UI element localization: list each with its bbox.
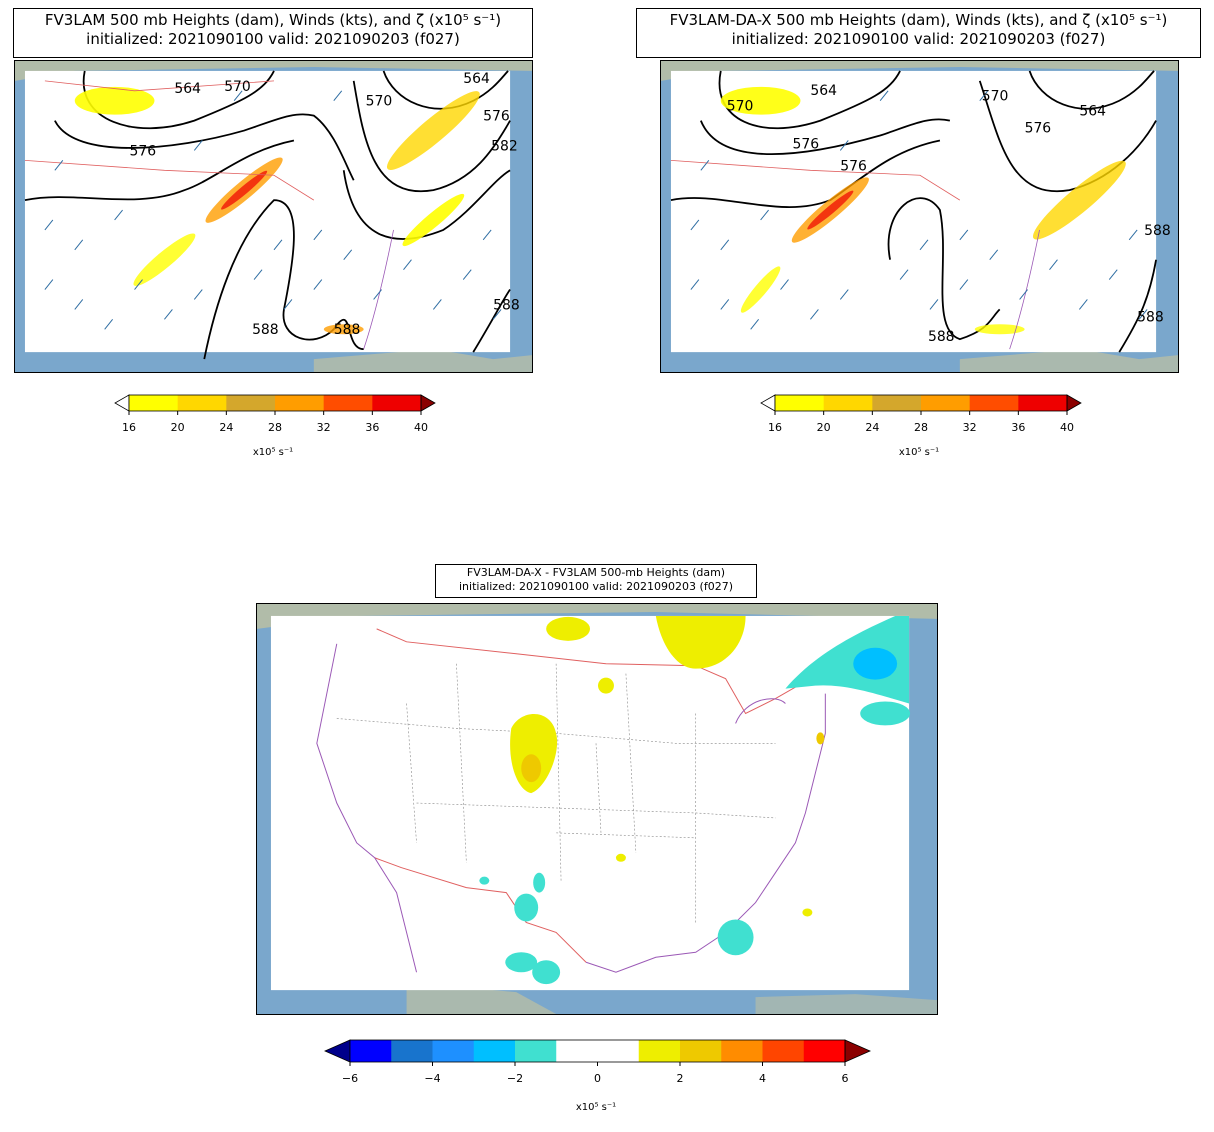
bottom-colorbar-unit: x10⁵ s⁻¹ — [575, 1102, 617, 1113]
top-right-contour-label-6: 564 — [1079, 104, 1106, 120]
top-left-contour-label-3: 576 — [130, 143, 157, 159]
top-left-colorbar-tick-label: 40 — [414, 421, 428, 434]
bottom-colorbar-swatch-1 — [350, 1040, 392, 1062]
top-left-title: FV3LAM 500 mb Heights (dam), Winds (kts)… — [13, 8, 533, 58]
bottom-colorbar-tick-label: −2 — [506, 1072, 524, 1085]
top-right-colorbar: 16 20 24 28 32 36 40 x10⁵ s⁻¹ — [760, 394, 1082, 465]
top-right-colorbar-bar — [760, 394, 1082, 415]
top-right-colorbar-tick-label: 36 — [1011, 421, 1026, 434]
top-right-title-line1: FV3LAM-DA-X 500 mb Heights (dam), Winds … — [669, 11, 1168, 29]
bottom-colorbar: −6 −4 −2 0 2 4 6 x10⁵ s⁻¹ — [324, 1039, 871, 1120]
top-left-colorbar-tick-label: 24 — [219, 421, 234, 434]
bottom-map-canvas — [257, 604, 937, 1014]
top-right-colorbar-under-arrow — [760, 394, 776, 412]
top-right-colorbar-tick-label: 32 — [962, 421, 977, 434]
top-right-colorbar-tick-label: 40 — [1060, 421, 1074, 434]
top-left-colorbar-tick-label: 36 — [365, 421, 380, 434]
top-right-colorbar-swatch-5 — [969, 395, 1019, 411]
bottom-colorbar-tick-label: 2 — [676, 1072, 684, 1085]
top-right-contour-label-9: 588 — [1137, 309, 1164, 325]
bottom-colorbar-swatch-6 — [556, 1040, 598, 1062]
top-right-colorbar-over-arrow — [1066, 394, 1082, 412]
top-right-colorbar-swatch-3 — [872, 395, 922, 411]
top-left-colorbar-tick-label: 32 — [316, 421, 331, 434]
top-right-colorbar-swatch-1 — [775, 395, 825, 411]
bottom-title: FV3LAM-DA-X - FV3LAM 500-mb Heights (dam… — [435, 564, 757, 598]
bottom-colorbar-swatch-12 — [803, 1040, 846, 1062]
bottom-title-line1: FV3LAM-DA-X - FV3LAM 500-mb Heights (dam… — [466, 566, 726, 579]
top-left-colorbar-swatch-1 — [129, 395, 179, 411]
top-left-map-canvas: 564 570 576 570 564 576 582 588 588 588 — [15, 61, 532, 372]
bottom-colorbar-swatch-2 — [391, 1040, 433, 1062]
top-left-colorbar-tick-label: 28 — [268, 421, 282, 434]
top-left-contour-label-7: 582 — [491, 138, 518, 154]
bottom-colorbar-tick-label: −4 — [424, 1072, 441, 1085]
bottom-colorbar-tick-label: −6 — [341, 1072, 359, 1085]
top-left-contour-label-10: 588 — [252, 322, 279, 338]
top-left-colorbar-over-arrow — [420, 394, 436, 412]
top-left-map: 564 570 576 570 564 576 582 588 588 588 — [14, 60, 533, 373]
bottom-colorbar-over-arrow — [844, 1039, 871, 1063]
top-left-colorbar-swatch-5 — [323, 395, 373, 411]
top-left-colorbar-swatch-2 — [177, 395, 227, 411]
bottom-colorbar-tick-label: 6 — [841, 1072, 849, 1085]
top-left-contour-label-1: 564 — [174, 81, 201, 97]
bottom-title-line2: initialized: 2021090100 valid: 202109020… — [459, 580, 733, 593]
top-right-contour-label-3: 576 — [792, 136, 819, 152]
bottom-colorbar-swatch-7 — [597, 1040, 640, 1062]
top-left-contour-label-2: 570 — [224, 79, 251, 95]
top-left-colorbar-tick-label: 16 — [122, 421, 136, 434]
top-left-colorbar-swatch-4 — [275, 395, 325, 411]
top-left-colorbar-swatch-3 — [226, 395, 276, 411]
bottom-colorbar-swatch-11 — [762, 1040, 805, 1062]
top-left-colorbar: 16 20 24 28 32 36 40 x10⁵ s⁻¹ — [114, 394, 436, 465]
bottom-colorbar-tick-label: 4 — [759, 1072, 766, 1085]
bottom-colorbar-swatch-4 — [473, 1040, 516, 1062]
top-right-contour-label-10: 588 — [928, 329, 955, 345]
top-right-contour-label-2: 564 — [810, 83, 837, 99]
top-left-title-line2: initialized: 2021090100 valid: 202109020… — [86, 30, 460, 48]
top-left-colorbar-swatch-6 — [372, 395, 422, 411]
top-right-colorbar-tick-label: 16 — [768, 421, 782, 434]
bottom-map — [256, 603, 938, 1015]
top-right-map: 570 564 576 570 576 564 576 588 588 588 — [660, 60, 1179, 373]
bottom-colorbar-bar — [324, 1039, 871, 1066]
top-right-title: FV3LAM-DA-X 500 mb Heights (dam), Winds … — [636, 8, 1201, 58]
top-right-colorbar-tick-label: 28 — [914, 421, 928, 434]
bottom-colorbar-swatch-9 — [680, 1040, 722, 1062]
top-left-contour-label-5: 564 — [463, 71, 490, 87]
bottom-colorbar-swatch-8 — [638, 1040, 681, 1062]
bottom-colorbar-tick-label: 0 — [594, 1072, 601, 1085]
top-left-contour-label-6: 576 — [483, 109, 510, 125]
top-left-contour-label-9: 588 — [334, 322, 361, 338]
bottom-colorbar-swatch-5 — [515, 1040, 557, 1062]
top-right-colorbar-swatch-4 — [921, 395, 971, 411]
bottom-colorbar-swatch-10 — [721, 1040, 763, 1062]
top-right-colorbar-tick-label: 24 — [865, 421, 880, 434]
top-left-colorbar-unit: x10⁵ s⁻¹ — [252, 447, 294, 458]
top-right-contour-label-8: 588 — [1144, 223, 1171, 239]
top-right-colorbar-swatch-2 — [823, 395, 873, 411]
top-right-map-canvas: 570 564 576 570 576 564 576 588 588 588 — [661, 61, 1178, 372]
top-right-contour-label-1: 570 — [727, 99, 754, 115]
bottom-colorbar-swatch-3 — [432, 1040, 475, 1062]
top-right-colorbar-swatch-6 — [1018, 395, 1068, 411]
top-right-colorbar-unit: x10⁵ s⁻¹ — [898, 447, 940, 458]
top-left-colorbar-bar — [114, 394, 436, 415]
top-left-colorbar-under-arrow — [114, 394, 130, 412]
top-right-contour-label-4: 570 — [982, 89, 1009, 105]
top-left-colorbar-tick-label: 20 — [170, 421, 185, 434]
top-right-contour-label-5: 576 — [1025, 121, 1052, 137]
top-right-title-line2: initialized: 2021090100 valid: 202109020… — [731, 30, 1106, 48]
top-left-title-line1: FV3LAM 500 mb Heights (dam), Winds (kts)… — [44, 11, 502, 29]
top-right-colorbar-tick-label: 20 — [816, 421, 831, 434]
top-right-contour-label-7: 576 — [840, 158, 867, 174]
top-left-contour-label-4: 570 — [366, 94, 393, 110]
bottom-colorbar-under-arrow — [324, 1039, 351, 1063]
top-left-contour-label-8: 588 — [493, 297, 520, 313]
